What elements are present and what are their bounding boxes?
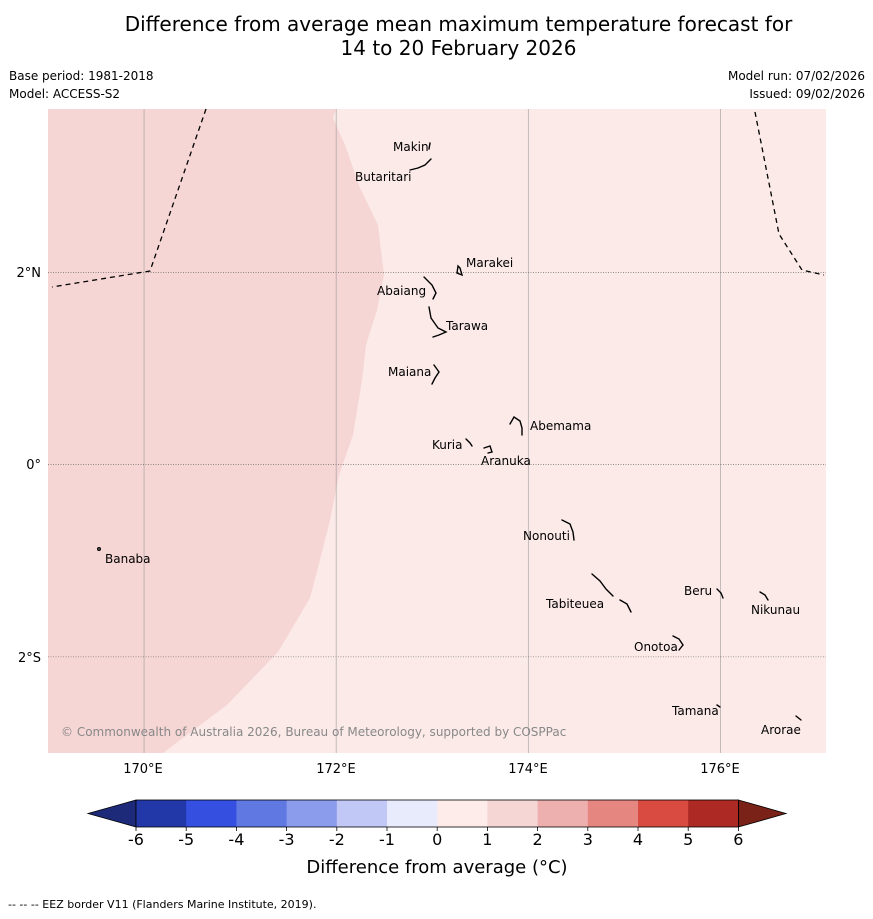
- colorbar-tick-label-7: 1: [482, 830, 492, 849]
- axis-labels: 170°E 172°E 174°E 176°E 2°N 0° 2°S: [17, 266, 740, 777]
- label-marakei: Marakei: [466, 256, 513, 270]
- colorbar-bin-9: [587, 800, 639, 827]
- colorbar-label: Difference from average (°C): [306, 857, 567, 878]
- tarawa-outline: [428, 306, 448, 338]
- label-kuria: Kuria: [432, 438, 463, 452]
- marakei-outline: [456, 264, 464, 277]
- colorbar-tick-label-0: -6: [128, 830, 144, 849]
- colorbar-extend-high: [738, 799, 788, 828]
- nonouti-outline: [561, 519, 575, 541]
- onotoa-outline: [672, 635, 684, 651]
- aranuka-outline: [483, 445, 493, 454]
- colorbar-bin-5: [387, 800, 438, 827]
- label-makin: Makin: [393, 140, 429, 154]
- colorbar-tick-label-6: 0: [432, 830, 442, 849]
- label-nonouti: Nonouti: [523, 529, 570, 543]
- colorbar: -6 -5 -4 -3 -2 -1 0 1 2 3 4 5 6 Difference from avera…: [86, 799, 788, 878]
- label-banaba: Banaba: [105, 552, 151, 566]
- label-maiana: Maiana: [388, 365, 431, 379]
- colorbar-bin-8: [537, 800, 589, 827]
- lon-label-176: 176°E: [700, 762, 740, 777]
- colorbar-bin-4: [336, 800, 388, 827]
- abemama-outline: [509, 416, 523, 436]
- eez-border-west: [51, 108, 207, 288]
- island-outlines: [96, 142, 802, 721]
- label-abaiang: Abaiang: [377, 284, 426, 298]
- map-plot: Makin Butaritari Marakei Abaiang Tarawa …: [48, 108, 826, 753]
- chart-title: Difference from average mean maximum tem…: [0, 12, 873, 60]
- colorbar-tick-label-11: 5: [683, 830, 693, 849]
- colorbar-tick-label-8: 2: [533, 830, 543, 849]
- title-line-2: 14 to 20 February 2026: [340, 36, 577, 60]
- colorbar-bin-3: [286, 800, 338, 827]
- copyright-notice: © Commonwealth of Australia 2026, Bureau…: [61, 725, 566, 739]
- eez-border-east: [754, 111, 825, 276]
- label-aranuka: Aranuka: [481, 454, 531, 468]
- label-tabiteuea: Tabiteuea: [545, 597, 604, 611]
- colorbar-tick-label-3: -3: [279, 830, 295, 849]
- label-tamana: Tamana: [671, 704, 719, 718]
- abaiang-outline: [423, 276, 437, 300]
- colorbar-tick-label-2: -4: [228, 830, 244, 849]
- eez-borders: [51, 108, 825, 288]
- lon-label-174: 174°E: [508, 762, 548, 777]
- makin-outline: [428, 142, 431, 150]
- arorae-outline: [795, 715, 802, 721]
- tabiteuea-outline: [591, 573, 632, 613]
- colorbar-bin-6: [437, 800, 488, 827]
- gridlines: [48, 109, 826, 753]
- colorbar-tick-label-9: 3: [583, 830, 593, 849]
- colorbar-tick-label-10: 4: [633, 830, 643, 849]
- colorbar-bin-0: [136, 800, 187, 827]
- colorbar-bin-2: [236, 800, 287, 827]
- colorbar-tick-label-1: -5: [178, 830, 194, 849]
- colorbar-bin-7: [487, 800, 538, 827]
- model-name: Model: ACCESS-S2: [9, 87, 121, 101]
- lat-label-0: 0°: [26, 458, 41, 473]
- meta-right: Model run: 07/02/2026 Issued: 09/02/2026: [728, 67, 865, 103]
- colorbar-bin-10: [638, 800, 689, 827]
- colorbar-bin-1: [186, 800, 237, 827]
- label-tarawa: Tarawa: [445, 319, 488, 333]
- model-run: Model run: 07/02/2026: [727, 69, 865, 83]
- label-butaritari: Butaritari: [355, 170, 412, 184]
- colorbar-tick-label-5: -1: [379, 830, 395, 849]
- tamana-outline: [716, 704, 721, 708]
- title-line-1: Difference from average mean maximum tem…: [124, 12, 793, 36]
- label-nikunau: Nikunau: [751, 603, 800, 617]
- butaritari-outline: [409, 158, 432, 171]
- colorbar-bin-11: [688, 800, 739, 827]
- label-beru: Beru: [684, 584, 712, 598]
- kuria-outline: [465, 438, 473, 447]
- eez-legend-note: -- -- -- EEZ border V11 (Flanders Marine…: [8, 898, 317, 911]
- colorbar-extend-low: [86, 799, 137, 828]
- colorbar-tick-label-12: 6: [733, 830, 743, 849]
- label-arorae: Arorae: [761, 723, 801, 737]
- banaba-outline: [96, 547, 101, 552]
- lat-label-2s: 2°S: [18, 651, 41, 666]
- base-period: Base period: 1981-2018: [9, 69, 154, 83]
- label-abemama: Abemama: [530, 419, 591, 433]
- beru-outline: [716, 588, 724, 599]
- issued-date: Issued: 09/02/2026: [749, 87, 865, 101]
- maiana-outline: [431, 364, 440, 385]
- label-onotoa: Onotoa: [634, 640, 678, 654]
- lat-label-2n: 2°N: [17, 266, 42, 281]
- meta-left: Base period: 1981-2018 Model: ACCESS-S2: [9, 67, 154, 103]
- colorbar-tick-label-4: -2: [329, 830, 345, 849]
- island-labels: Makin Butaritari Marakei Abaiang Tarawa …: [105, 140, 801, 737]
- lon-label-172: 172°E: [316, 762, 356, 777]
- lon-label-170: 170°E: [123, 762, 163, 777]
- anomaly-bin-1-2: [48, 109, 384, 753]
- nikunau-outline: [759, 591, 769, 601]
- map-figure: Makin Butaritari Marakei Abaiang Tarawa …: [17, 108, 826, 878]
